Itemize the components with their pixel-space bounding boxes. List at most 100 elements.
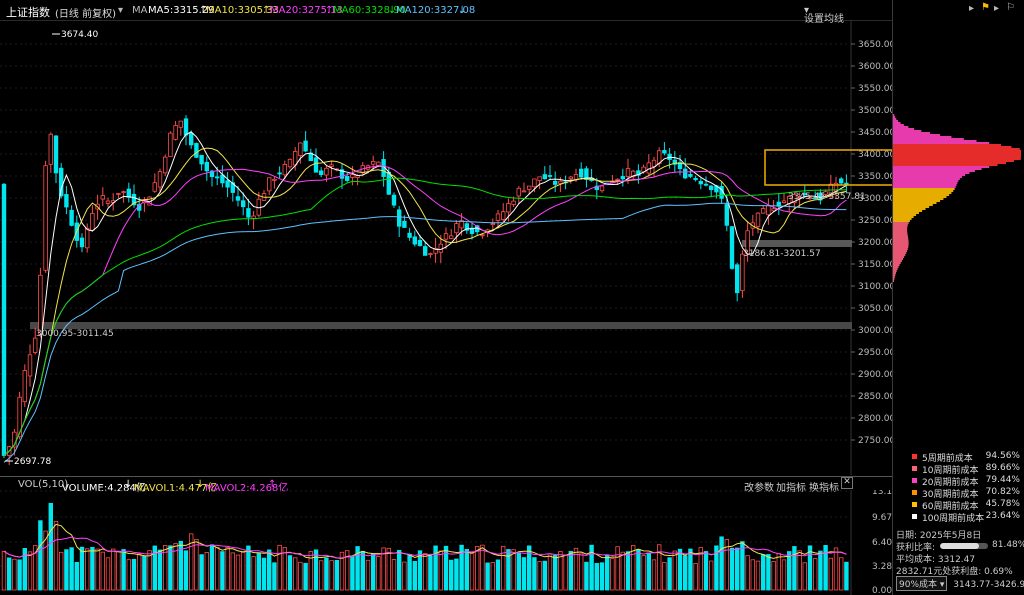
volume-bar (131, 558, 137, 591)
chip-bar (893, 200, 941, 202)
chip-bar (893, 264, 900, 266)
legend-row: 20周期前成本 79.44% (912, 475, 1024, 488)
change-params-button[interactable]: 改参数 (744, 483, 774, 494)
price-tick-label: 3650.00 (858, 40, 892, 50)
candle-body (761, 208, 766, 214)
volume-bar (396, 549, 402, 591)
price-tick-label: 3150.00 (858, 260, 892, 270)
volume-tick-label: 9.67 (872, 513, 892, 523)
candle-body (771, 208, 776, 212)
chip-bar (893, 166, 990, 168)
volume-title[interactable]: VOL(5,10) (18, 479, 69, 490)
cost-panel-header: ▸ ⚑ ▸ ⚐ (893, 0, 1024, 20)
chip-bar (893, 180, 959, 182)
candle-body (802, 193, 807, 196)
candle-body (318, 170, 324, 176)
support-bands (30, 240, 852, 329)
volume-bar (214, 546, 220, 591)
candle-body (781, 200, 787, 204)
volume-bar (69, 547, 74, 591)
candle-body (615, 178, 620, 181)
volume-bar (178, 540, 183, 591)
price-tick-label: 3200.00 (858, 238, 892, 248)
add-indicator-button[interactable]: 加指标 (776, 483, 806, 494)
candle-body (402, 220, 407, 228)
candle-body (813, 197, 818, 200)
chip-bar (893, 246, 909, 248)
candle-body (683, 168, 688, 179)
play-icon[interactable]: ▸ (994, 3, 1000, 14)
volume-bar (334, 560, 339, 591)
candle-body (100, 195, 105, 200)
chip-bar (893, 214, 917, 216)
legend-value: 94.56% (985, 451, 1020, 461)
candle-body (537, 176, 542, 181)
dropdown-icon[interactable]: ▾ (118, 5, 124, 16)
candle-body (839, 178, 844, 184)
candle-body (33, 337, 38, 353)
candlestick-chart[interactable]: 3650.00 3600.00 3550.00 3500.00 3450.00 3400.… (0, 20, 892, 475)
volume-bar (126, 559, 131, 591)
volume-bar (402, 561, 407, 591)
volume-bar (428, 555, 433, 591)
volume-bar (350, 555, 355, 591)
cost-select[interactable]: 90%成本 ▾ (896, 576, 948, 591)
settings-ma-button[interactable]: 设置均线 ▾ (804, 5, 844, 25)
panel-divider (892, 0, 893, 595)
flag-outline-icon[interactable]: ⚐ (1006, 2, 1015, 13)
volume-bar (605, 554, 610, 591)
index-name[interactable]: 上证指数 (6, 6, 50, 19)
candle-body (459, 220, 464, 229)
candle-body (428, 253, 433, 256)
volume-bar (474, 546, 480, 591)
profit-bar (940, 543, 988, 549)
volume-chart[interactable]: 13.10 9.67 6.40 3.28 0.00 (0, 490, 892, 595)
chip-bar (893, 220, 910, 222)
chip-bar (893, 134, 941, 136)
volume-bar (511, 549, 516, 591)
profit-at-price: 2832.71元处获利盘: 0.69% (896, 567, 1013, 577)
volume-bar (204, 552, 209, 591)
volume-bar (298, 561, 303, 591)
candle-body (69, 209, 74, 226)
candle-body (651, 159, 657, 167)
period-mode[interactable]: (日线 前复权) (55, 9, 116, 20)
candle-body (500, 211, 506, 220)
candle-body (59, 167, 64, 197)
settings-ma-label: 设置均线 (804, 14, 844, 25)
candle-body (490, 223, 495, 225)
triangle-icon[interactable]: ▸ (969, 3, 975, 14)
volume-bar (1, 550, 7, 591)
volume-bar (292, 557, 298, 591)
candle-body (506, 203, 511, 213)
candle-body (370, 161, 376, 165)
highlight-box (764, 149, 892, 186)
close-icon[interactable]: ✕ (841, 477, 853, 489)
ma20-line (3, 165, 847, 456)
volume-bar (157, 549, 163, 591)
volume-bar (490, 562, 495, 591)
switch-indicator-button[interactable]: 换指标 (809, 483, 839, 494)
chip-bar (893, 256, 905, 258)
candle-body (792, 194, 797, 204)
flag-icon[interactable]: ⚑ (981, 2, 990, 13)
candle-body (79, 237, 85, 248)
candle-body (532, 178, 537, 188)
candle-body (188, 133, 194, 146)
info-date: 日期: 2025年5月8日 (896, 531, 982, 541)
candle-body (516, 187, 521, 197)
chip-bar (893, 172, 970, 174)
chart-header: 上证指数 (日线 前复权) ▾ MA MA5:3315.29 ↑ MA10:33… (0, 0, 892, 25)
chip-bar (893, 208, 926, 210)
chip-bar (893, 190, 954, 192)
volume-bar (750, 559, 755, 591)
volume-bar (142, 555, 147, 591)
candle-body (823, 191, 828, 195)
chip-bar (893, 118, 897, 120)
volume-bar (558, 551, 563, 591)
high-label: 3674.40 (61, 30, 98, 40)
legend-value: 70.82% (985, 487, 1020, 497)
chip-bar (893, 276, 895, 278)
candle-body (454, 223, 459, 234)
ma60-down-arrow-icon: ↓ (388, 5, 397, 16)
